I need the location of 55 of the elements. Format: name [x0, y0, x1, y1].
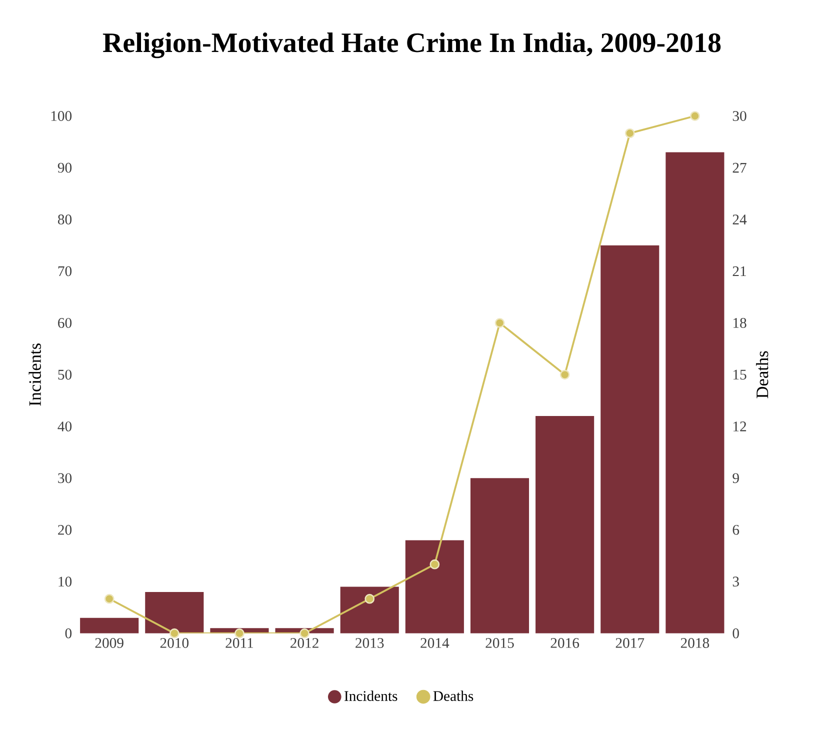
x-tick-label: 2011 — [226, 638, 253, 648]
y2-tick-label: 30 — [732, 111, 746, 121]
y-tick-label: 40 — [58, 421, 72, 432]
y2-tick-label: 0 — [732, 628, 739, 638]
x-tick-label: 2010 — [160, 638, 189, 648]
bar — [80, 618, 139, 634]
point — [430, 559, 440, 570]
y-tick-label: 100 — [51, 111, 72, 121]
x-tick-label: 2009 — [95, 638, 124, 648]
legend-label: Incidents — [344, 690, 398, 701]
y-tick-label: 90 — [58, 162, 72, 173]
y2-axis-title: Deaths — [756, 351, 768, 398]
x-tick-label: 2014 — [420, 638, 450, 648]
y2-tick-label: 21 — [732, 266, 746, 276]
x-tick-label: 2017 — [616, 638, 644, 648]
point — [364, 594, 375, 604]
point — [560, 370, 570, 380]
y-tick-label: 10 — [58, 576, 72, 587]
y-tick-label: 30 — [58, 473, 72, 484]
bar — [405, 540, 464, 634]
legend-label: Deaths — [433, 690, 474, 701]
point — [300, 628, 310, 638]
bar — [145, 592, 204, 634]
y-tick-label: 50 — [58, 370, 72, 380]
y-tick-label: 0 — [65, 628, 72, 638]
y2-tick-label: 9 — [732, 473, 739, 484]
y2-tick-label: 12 — [733, 422, 746, 432]
y-axis-title: Incidents — [28, 344, 41, 406]
point — [690, 111, 700, 121]
x-tick-label: 2012 — [290, 638, 318, 648]
point — [624, 128, 635, 138]
bar — [600, 245, 660, 634]
x-tick-label: 2018 — [680, 638, 710, 648]
point — [494, 318, 505, 328]
bar — [666, 152, 724, 634]
y2-tick-label: 6 — [732, 524, 740, 535]
x-tick-label: 2016 — [550, 638, 580, 648]
y2-tick-label: 15 — [733, 370, 746, 380]
y-tick-label: 60 — [58, 318, 72, 328]
x-tick-label: 2015 — [486, 638, 514, 648]
y2-tick-label: 3 — [732, 576, 739, 587]
bar — [536, 416, 594, 634]
y2-tick-label: 18 — [733, 318, 746, 328]
y-tick-label: 70 — [58, 266, 72, 276]
chart-title: Religion-Motivated Hate Crime In India, 2009-2018 — [102, 32, 721, 58]
y-tick-label: 80 — [58, 214, 72, 224]
x-tick-label: 2013 — [356, 638, 384, 648]
point — [234, 628, 244, 638]
bar — [470, 478, 530, 634]
y2-tick-label: 24 — [732, 214, 747, 224]
point — [169, 628, 180, 638]
y-tick-label: 20 — [58, 524, 72, 535]
bar — [340, 586, 399, 634]
point — [104, 594, 114, 604]
y2-tick-label: 27 — [732, 162, 746, 173]
